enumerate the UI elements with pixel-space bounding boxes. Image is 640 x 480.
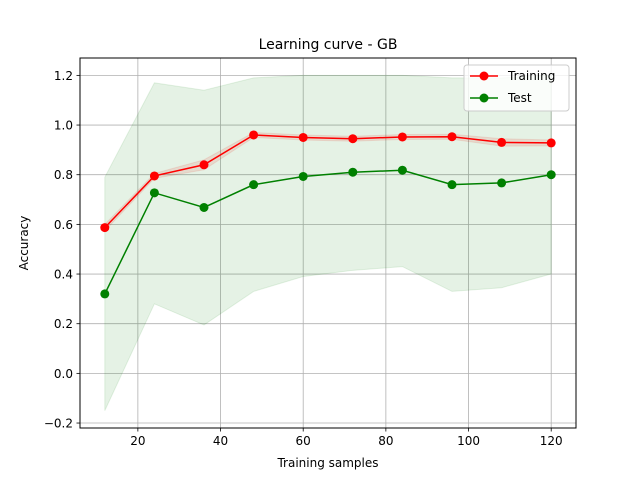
training-point [149,171,159,181]
y-tick-label: 0.8 [54,168,73,182]
test-point [348,167,358,177]
training-point [497,137,507,147]
legend-marker-training [479,71,489,81]
training-point [546,138,556,148]
y-tick-label: −0.2 [44,417,73,431]
plot-area [80,58,576,428]
training-line [104,134,552,229]
test-point [298,171,308,181]
x-axis-label: Training samples [276,456,378,470]
x-tick-label: 40 [213,434,228,448]
test-point [149,188,159,198]
legend: Training Test [463,64,570,112]
y-tick-label: 0.4 [54,268,73,282]
training-point [348,134,358,144]
training-point [298,132,308,142]
test-point [497,178,507,188]
chart-title: Learning curve - GB [259,37,398,53]
y-tick-label: 1.0 [54,119,73,133]
test-line [104,169,552,295]
y-tick-label: 0.0 [54,367,73,381]
legend-label-test: Test [507,91,532,105]
training-point [447,132,457,142]
test-point [249,180,259,190]
legend-marker-test [479,93,489,103]
legend-label-training: Training [507,69,555,83]
plot-frame [79,57,577,429]
y-tick-label: 0.6 [54,218,73,232]
series-points [100,130,556,299]
x-tick-label: 80 [378,434,393,448]
x-tick-label: 100 [457,434,480,448]
test-point [199,202,209,212]
test-point [447,180,457,190]
training-point [100,223,110,233]
test-point [397,165,407,175]
x-tick-label: 120 [540,434,563,448]
y-axis-label: Accuracy [17,216,31,271]
training-point [397,132,407,142]
training-point [249,130,259,140]
test-std-band [104,74,552,411]
test-point [100,289,110,299]
test-point [546,170,556,180]
y-tick-label: 1.2 [54,69,73,83]
training-point [199,160,209,170]
x-axis-ticks: 20 40 60 80 100 120 [130,428,563,448]
x-tick-label: 20 [130,434,145,448]
y-tick-label: 0.2 [54,317,73,331]
y-axis-ticks: −0.2 0.0 0.2 0.4 0.6 0.8 1.0 1.2 [44,69,80,431]
series-lines [104,134,552,295]
x-tick-label: 60 [296,434,311,448]
